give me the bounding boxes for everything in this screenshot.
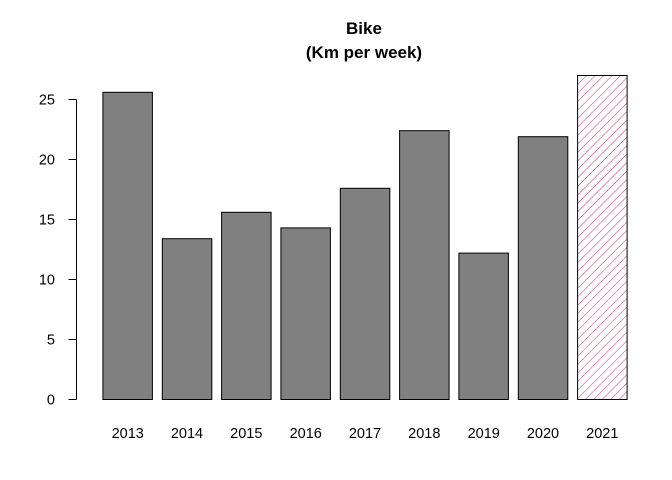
bar-2013: [102, 91, 153, 401]
bar-2020: [517, 136, 569, 400]
bar-2014: [161, 238, 213, 400]
y-tick-label-20: 20: [39, 153, 55, 169]
y-tick-label-25: 25: [39, 93, 55, 109]
x-tick-label-2013: 2013: [112, 426, 144, 442]
x-axis-labels: 2013 2014 2015 2016 2017 2018 2019 2020 2021: [112, 426, 619, 442]
x-tick-label-2015: 2015: [230, 426, 262, 442]
bars-group: [102, 75, 628, 401]
chart-title: Bike: [346, 19, 382, 38]
y-axis: 0 5 10 15 20 25: [39, 93, 77, 409]
y-tick-label-0: 0: [47, 393, 55, 409]
y-tick-label-5: 5: [47, 333, 55, 349]
x-tick-label-2017: 2017: [349, 426, 381, 442]
chart-subtitle: (Km per week): [306, 43, 422, 62]
y-tick-label-15: 15: [39, 213, 55, 229]
bar-2017: [339, 187, 391, 400]
bar-2016: [280, 227, 331, 400]
x-tick-label-2016: 2016: [290, 426, 322, 442]
bar-2018: [399, 130, 450, 400]
x-tick-label-2014: 2014: [171, 426, 203, 442]
y-tick-label-10: 10: [39, 273, 55, 289]
x-tick-label-2021: 2021: [586, 426, 618, 442]
x-tick-label-2019: 2019: [468, 426, 500, 442]
x-tick-label-2020: 2020: [527, 426, 559, 442]
bar-2021: [577, 75, 628, 400]
bar-2019: [458, 252, 509, 400]
x-tick-label-2018: 2018: [408, 426, 440, 442]
bar-2015: [221, 211, 272, 400]
